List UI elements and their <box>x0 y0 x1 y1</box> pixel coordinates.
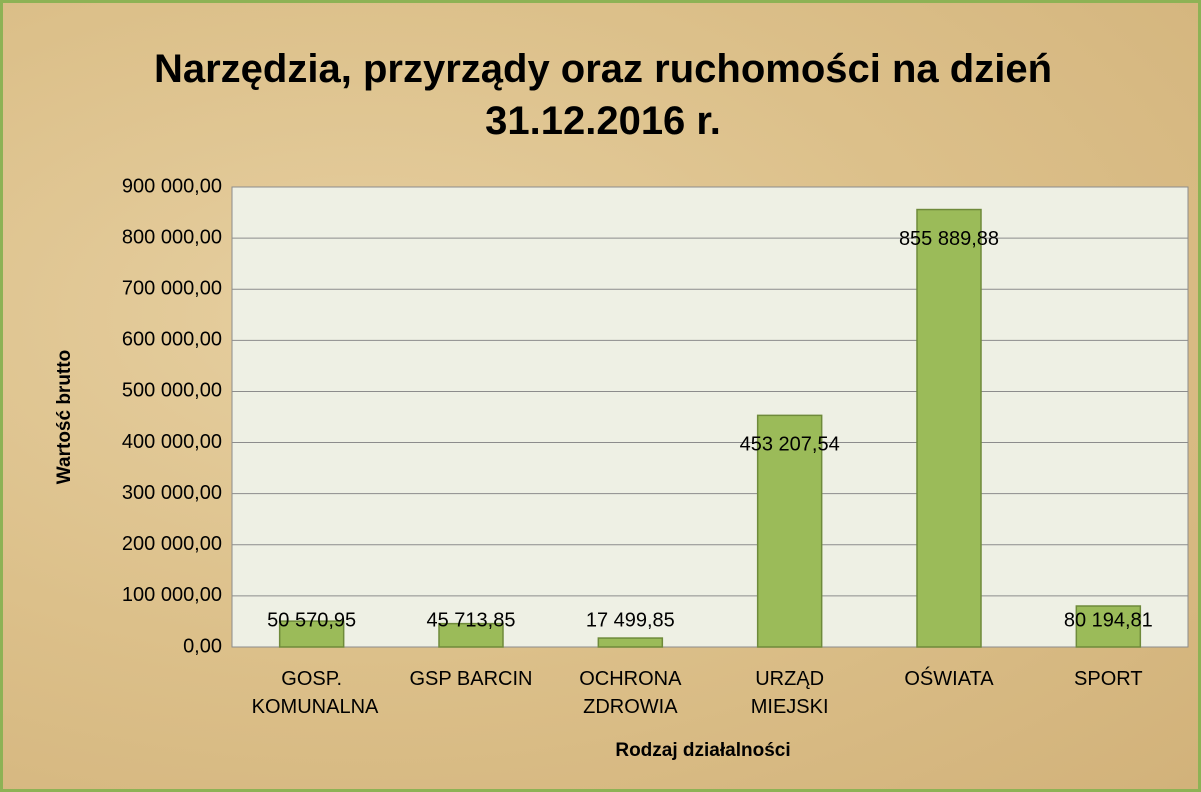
chart: Wartość brutto Rodzaj działalności 0,00 1… <box>54 175 1189 761</box>
data-label: 80 194,81 <box>1064 609 1153 631</box>
data-label: 453 207,54 <box>740 434 840 456</box>
x-tick-label: GSP BARCIN <box>409 668 533 690</box>
bar <box>438 622 504 648</box>
data-label: 50 570,95 <box>267 609 356 631</box>
x-tick-label: GOSP. KOMUNALNA <box>251 668 379 718</box>
x-axis-title: Rodzaj działalności <box>615 740 790 761</box>
y-tick-label: 900 000,00 <box>122 175 222 197</box>
data-label: 45 713,85 <box>427 609 516 631</box>
bar <box>1075 605 1142 648</box>
y-tick-label: 300 000,00 <box>122 482 222 504</box>
plot-area <box>231 186 1189 648</box>
y-axis-title: Wartość brutto <box>54 350 75 484</box>
y-tick-label: 500 000,00 <box>122 380 222 402</box>
x-tick-label: URZĄD MIEJSKI <box>750 668 829 718</box>
bar <box>278 620 345 648</box>
data-label: 855 889,88 <box>899 228 999 250</box>
y-tick-label: 400 000,00 <box>122 431 222 453</box>
y-tick-label: 800 000,00 <box>122 226 222 248</box>
y-tick-label: 100 000,00 <box>122 584 222 606</box>
bar <box>597 637 664 648</box>
x-tick-label: OCHRONA ZDROWIA <box>579 668 682 718</box>
y-tick-label: 0,00 <box>183 635 222 657</box>
y-tick-label: 700 000,00 <box>122 278 222 300</box>
y-tick-label: 600 000,00 <box>122 329 222 351</box>
data-label: 17 499,85 <box>586 609 675 631</box>
bar <box>916 208 982 648</box>
y-tick-label: 200 000,00 <box>122 533 222 555</box>
chart-title: Narzędzia, przyrządy oraz ruchomości na … <box>153 47 1053 143</box>
bar <box>756 414 823 648</box>
x-tick-label: OŚWIATA <box>904 668 994 690</box>
x-tick-label: SPORT <box>1074 668 1143 690</box>
